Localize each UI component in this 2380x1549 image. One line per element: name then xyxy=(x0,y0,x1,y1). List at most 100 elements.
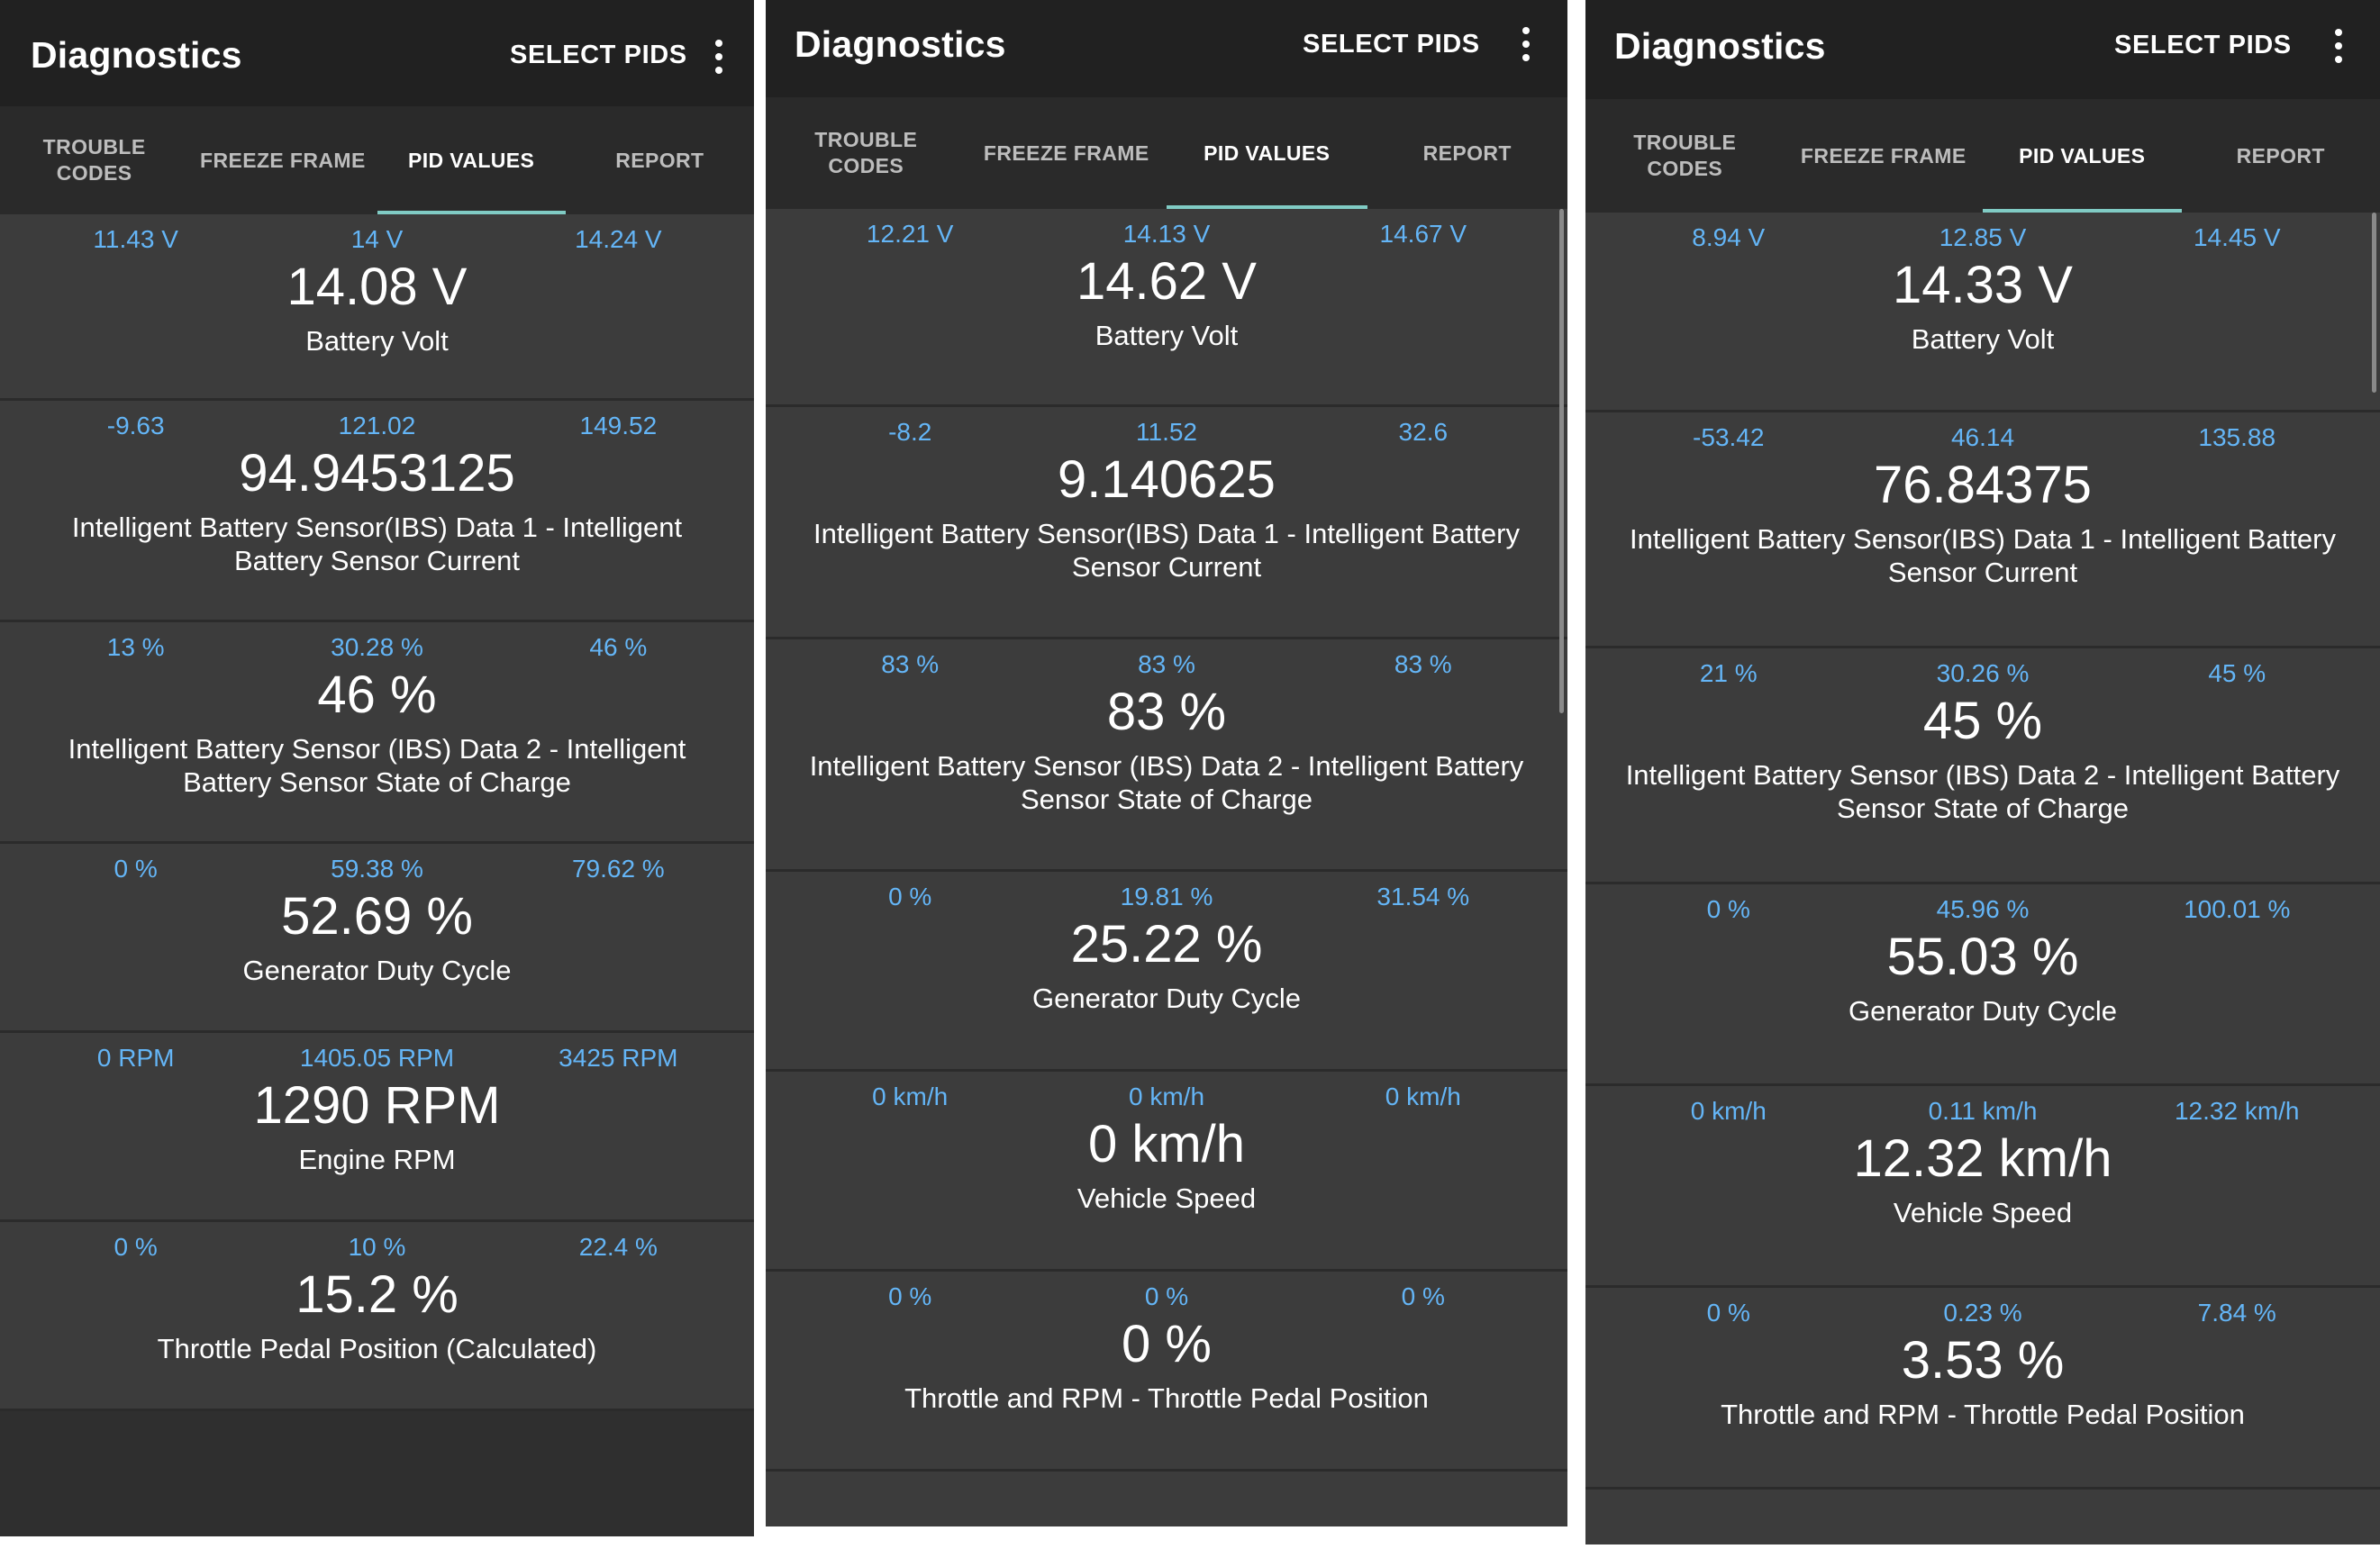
pid-max: 100.01 % xyxy=(2184,895,2291,923)
pid-card-ibs-current: -53.42 46.14 135.88 76.84375 Intelligent B… xyxy=(1585,412,2380,648)
pid-name: Battery Volt xyxy=(305,325,449,357)
pid-value: 0 % xyxy=(1122,1315,1212,1373)
pid-list[interactable]: 12.21 V 14.13 V 14.67 V 14.62 V Battery Vo… xyxy=(766,209,1567,1526)
pid-list[interactable]: 11.43 V 14 V 14.24 V 14.08 V Battery Volt … xyxy=(0,214,754,1536)
pid-list[interactable]: 8.94 V 12.85 V 14.45 V 14.33 V Battery Vol… xyxy=(1585,213,2380,1544)
pid-max: 83 % xyxy=(1394,650,1452,678)
pid-name: Generator Duty Cycle xyxy=(1031,983,1302,1014)
pid-avg: 0 km/h xyxy=(1128,1082,1205,1110)
tab-report[interactable]: REPORT xyxy=(1422,140,1512,165)
select-pids-button[interactable]: SELECT PIDS xyxy=(1303,30,1480,59)
pid-value: 14.33 V xyxy=(1893,256,2073,314)
pid-avg: 0 % xyxy=(1144,1282,1189,1310)
pid-avg: 45.96 % xyxy=(1936,895,2030,923)
pid-card-generator-duty-cycle: 0 % 45.96 % 100.01 % 55.03 % Generator Dut… xyxy=(1585,884,2380,1086)
pid-name: Intelligent Battery Sensor(IBS) Data 1 -… xyxy=(1630,523,2336,588)
pid-max: 149.52 xyxy=(579,412,658,439)
app-bar: Diagnostics SELECT PIDS xyxy=(766,0,1567,97)
pid-name: Generator Duty Cycle xyxy=(1848,995,2118,1027)
pid-min: 0 km/h xyxy=(872,1082,949,1110)
pid-card-battery-volt: 11.43 V 14 V 14.24 V 14.08 V Battery Volt xyxy=(0,214,754,401)
pid-value: 3.53 % xyxy=(1901,1331,2065,1390)
pid-name: Throttle and RPM - Throttle Pedal Positi… xyxy=(904,1382,1429,1414)
pid-card-engine-rpm: 0 RPM 1405.05 RPM 3425 RPM 1290 RPM Engine… xyxy=(0,1033,754,1222)
pid-min: 0 % xyxy=(114,855,158,883)
pid-value: 83 % xyxy=(1106,683,1227,741)
pid-min: 11.43 V xyxy=(93,225,178,253)
pid-max: 0 km/h xyxy=(1385,1082,1461,1110)
pid-value: 46 % xyxy=(317,666,437,724)
pid-value: 9.140625 xyxy=(1058,450,1276,509)
tab-bar: TROUBLE CODES FREEZE FRAME PID VALUES RE… xyxy=(766,97,1567,209)
pid-min: 0 % xyxy=(1706,1299,1750,1327)
pid-card-ibs-state-of-charge: 13 % 30.28 % 46 % 46 % Intelligent Battery… xyxy=(0,622,754,844)
pid-min: -53.42 xyxy=(1693,423,1765,451)
more-vert-icon[interactable] xyxy=(1517,27,1535,61)
pid-max: 7.84 % xyxy=(2197,1299,2276,1327)
pid-name: Throttle Pedal Position (Calculated) xyxy=(157,1333,597,1364)
pid-min: 0 % xyxy=(1706,895,1750,923)
app-title: Diagnostics xyxy=(1614,25,1826,67)
tab-freeze-frame[interactable]: FREEZE FRAME xyxy=(200,148,366,172)
app-title: Diagnostics xyxy=(31,34,242,76)
pid-max: 31.54 % xyxy=(1376,883,1470,910)
pid-avg: 19.81 % xyxy=(1120,883,1213,910)
tab-report[interactable]: REPORT xyxy=(2236,143,2325,168)
pid-value: 0 km/h xyxy=(1087,1115,1246,1173)
pid-min: -8.2 xyxy=(888,418,932,446)
app-bar: Diagnostics SELECT PIDS xyxy=(1585,0,2380,99)
pid-min: 12.21 V xyxy=(866,220,954,248)
tab-bar: TROUBLE CODES FREEZE FRAME PID VALUES RE… xyxy=(1585,99,2380,213)
pid-min: 0 % xyxy=(888,883,932,910)
pid-max: 135.88 xyxy=(2198,423,2276,451)
tab-pid-values[interactable]: PID VALUES xyxy=(1983,99,2182,213)
app-title: Diagnostics xyxy=(795,23,1006,65)
pid-avg: 0.11 km/h xyxy=(1928,1097,2038,1125)
tab-pid-values[interactable]: PID VALUES xyxy=(1167,97,1367,209)
pid-card-vehicle-speed: 0 km/h 0 km/h 0 km/h 0 km/h Vehicle Speed xyxy=(766,1072,1567,1272)
pid-card-ibs-state-of-charge: 21 % 30.26 % 45 % 45 % Intelligent Battery… xyxy=(1585,648,2380,884)
pid-min: 0 % xyxy=(888,1282,932,1310)
pid-min: 21 % xyxy=(1699,659,1758,687)
tab-bar: TROUBLE CODES FREEZE FRAME PID VALUES RE… xyxy=(0,106,754,214)
pid-value: 15.2 % xyxy=(295,1265,459,1324)
pid-min: 0 km/h xyxy=(1690,1097,1767,1125)
pid-value: 25.22 % xyxy=(1070,915,1263,974)
pid-min: 13 % xyxy=(106,633,165,661)
pid-name: Engine RPM xyxy=(298,1144,456,1175)
tab-trouble-codes[interactable]: TROUBLE CODES xyxy=(1633,131,1737,180)
tab-trouble-codes[interactable]: TROUBLE CODES xyxy=(814,128,918,177)
pid-name: Battery Volt xyxy=(1095,320,1239,351)
tab-trouble-codes[interactable]: TROUBLE CODES xyxy=(42,135,146,185)
more-vert-icon[interactable] xyxy=(2330,29,2348,63)
pid-max: 32.6 xyxy=(1398,418,1449,446)
tab-freeze-frame[interactable]: FREEZE FRAME xyxy=(983,140,1149,165)
select-pids-button[interactable]: SELECT PIDS xyxy=(2114,31,2292,59)
pid-value: 12.32 km/h xyxy=(1853,1129,2112,1188)
pid-name: Vehicle Speed xyxy=(1076,1182,1257,1214)
pid-max: 46 % xyxy=(589,633,648,661)
tab-pid-values[interactable]: PID VALUES xyxy=(377,106,567,214)
pid-name: Intelligent Battery Sensor (IBS) Data 2 … xyxy=(68,733,686,798)
pid-avg: 83 % xyxy=(1138,650,1195,678)
diagnostics-screen-1: Diagnostics SELECT PIDS TROUBLE CODES FR… xyxy=(0,0,754,1536)
pid-card-generator-duty-cycle: 0 % 59.38 % 79.62 % 52.69 % Generator Duty… xyxy=(0,844,754,1033)
pid-max: 22.4 % xyxy=(578,1233,658,1261)
pid-name: Vehicle Speed xyxy=(1893,1197,2073,1228)
pid-name: Battery Volt xyxy=(1911,323,2055,355)
pid-value: 76.84375 xyxy=(1874,456,2092,514)
pid-avg: 14 V xyxy=(350,225,404,253)
tab-freeze-frame[interactable]: FREEZE FRAME xyxy=(1800,143,1967,168)
pid-card-battery-volt: 12.21 V 14.13 V 14.67 V 14.62 V Battery Vo… xyxy=(766,209,1567,407)
pid-max: 0 % xyxy=(1401,1282,1445,1310)
scrollbar[interactable] xyxy=(2372,213,2376,393)
pid-value: 14.62 V xyxy=(1076,252,1257,311)
select-pids-button[interactable]: SELECT PIDS xyxy=(510,41,687,69)
tab-report[interactable]: REPORT xyxy=(615,148,704,172)
scrollbar[interactable] xyxy=(1559,209,1564,713)
more-vert-icon[interactable] xyxy=(710,40,728,74)
pid-card-throttle-pedal: 0 % 10 % 22.4 % 15.2 % Throttle Pedal Posi… xyxy=(0,1222,754,1411)
pid-max: 79.62 % xyxy=(571,855,665,883)
pid-avg: 30.26 % xyxy=(1936,659,2030,687)
pid-name: Intelligent Battery Sensor (IBS) Data 2 … xyxy=(1625,759,2340,824)
